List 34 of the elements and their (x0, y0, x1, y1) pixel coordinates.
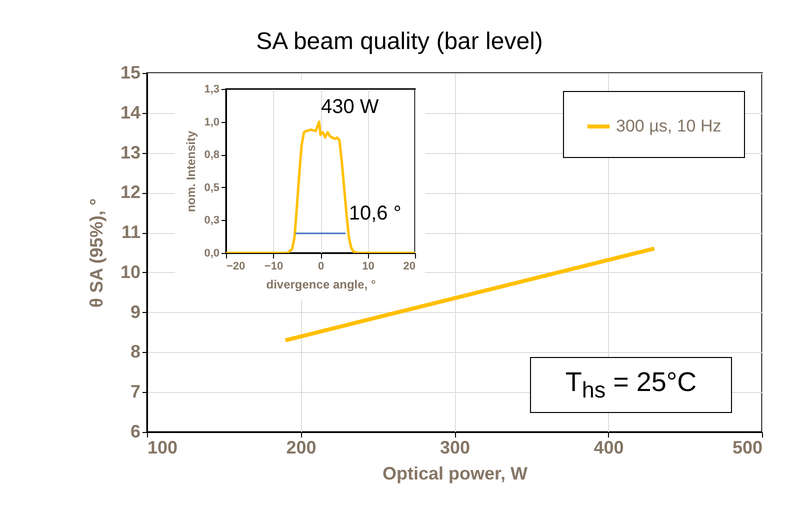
x-tick-label: 100 (148, 438, 178, 458)
y-tick-label: 1,0 (204, 116, 220, 128)
y-tick-label: 7 (130, 382, 140, 402)
y-tick-label: 6 (130, 422, 140, 442)
y-tick-label: 0,3 (204, 214, 220, 227)
x-tick-label: 10 (362, 260, 374, 272)
x-tick-label: −20 (226, 260, 246, 272)
y-axis-title: nom. Intensity (184, 130, 198, 212)
y-tick-label: 0,0 (204, 248, 220, 260)
chart-title: SA beam quality (bar level) (256, 28, 543, 55)
x-tick-label: 0 (318, 260, 324, 272)
legend-label: 300 µs, 10 Hz (616, 116, 722, 136)
y-tick-label: 15 (120, 62, 140, 82)
x-tick-label: 20 (403, 260, 416, 272)
y-tick-label: 0,8 (204, 149, 220, 162)
y-tick-label: 12 (120, 182, 140, 202)
y-tick-label: 13 (120, 142, 140, 162)
x-axis-title: divergence angle, ° (266, 278, 376, 292)
y-axis-title: θ SA (95%), ° (86, 198, 106, 308)
y-tick-label: 9 (130, 302, 140, 322)
x-tick-label: 300 (440, 438, 470, 458)
annotation: 430 W (321, 96, 379, 118)
y-tick-label: 11 (121, 222, 140, 242)
x-tick-label: −10 (264, 260, 284, 272)
annotation: T$_{hs}$ = 25°C (565, 366, 697, 404)
x-tick-label: 200 (286, 438, 316, 458)
x-tick-label: 500 (732, 438, 762, 458)
x-tick-label: 400 (594, 438, 624, 458)
y-tick-label: 8 (130, 342, 140, 362)
y-tick-label: 14 (120, 102, 140, 122)
x-axis-title: Optical power, W (382, 464, 528, 484)
annotation: 10,6 ° (348, 202, 402, 225)
y-tick-label: 1,3 (204, 84, 220, 96)
y-tick-label: 0,5 (204, 182, 220, 194)
